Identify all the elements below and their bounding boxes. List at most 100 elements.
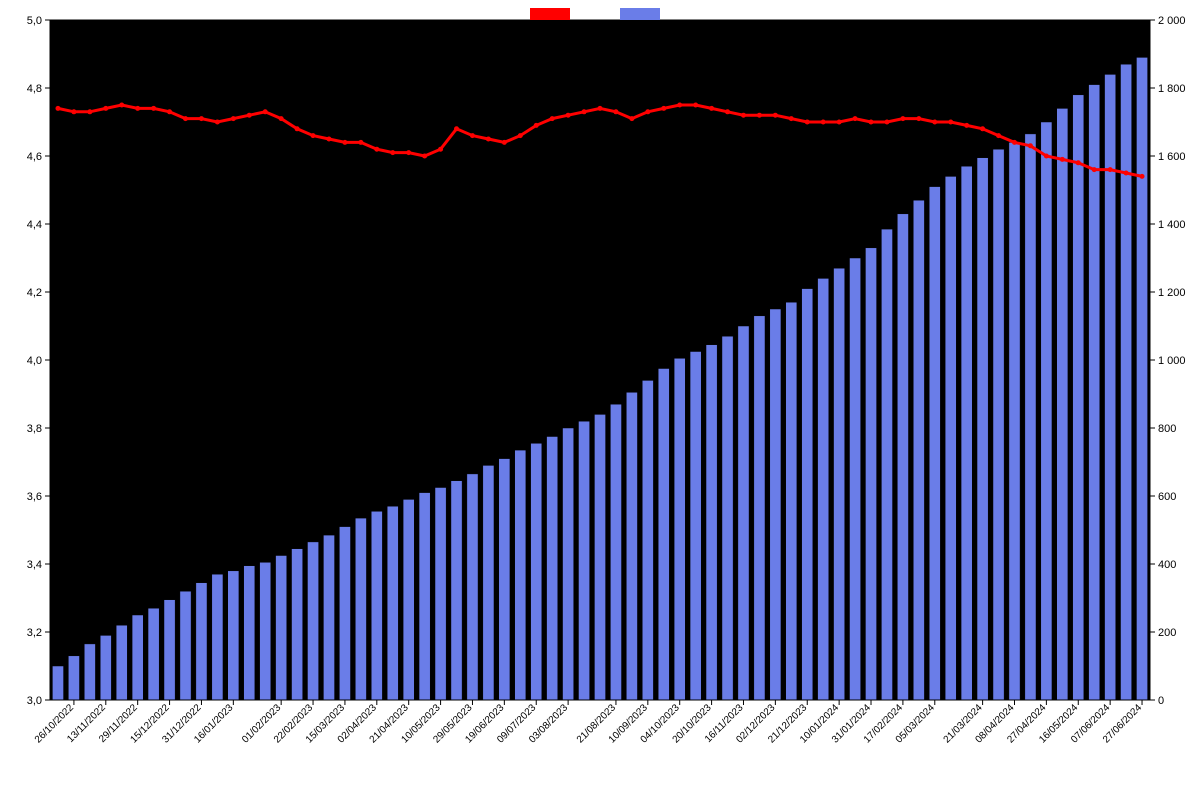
bar [276, 556, 287, 701]
line-marker [279, 116, 284, 121]
bar [148, 608, 159, 700]
bar [499, 459, 510, 700]
left-tick-label: 3,6 [27, 491, 42, 503]
line-marker [486, 137, 491, 142]
line-marker [629, 116, 634, 121]
line-marker [534, 123, 539, 128]
bar [292, 549, 303, 700]
bar [212, 574, 223, 700]
bar [84, 644, 95, 700]
right-tick-label: 800 [1158, 423, 1176, 435]
bar [818, 278, 829, 700]
right-tick-label: 400 [1158, 559, 1176, 571]
line-marker [247, 113, 252, 118]
left-tick-label: 4,8 [27, 83, 42, 95]
line-marker [518, 133, 523, 138]
left-tick-label: 3,8 [27, 423, 42, 435]
bar [419, 493, 430, 700]
line-marker [869, 120, 874, 125]
line-marker [709, 106, 714, 111]
bar [1089, 85, 1100, 700]
line-marker [566, 113, 571, 118]
right-tick-label: 0 [1158, 695, 1164, 707]
x-ticks-group: 26/10/202213/11/202229/11/202215/12/2022… [33, 700, 1145, 746]
bar [754, 316, 765, 700]
bar [945, 176, 956, 700]
bar [355, 518, 366, 700]
line-marker [613, 109, 618, 114]
bar [1025, 134, 1036, 700]
line-marker [199, 116, 204, 121]
bar [244, 566, 255, 700]
line-marker [948, 120, 953, 125]
line-marker [390, 150, 395, 155]
bar [1121, 64, 1132, 700]
bar [722, 336, 733, 700]
combo-chart: 3,03,23,43,63,84,04,24,44,64,85,00200400… [0, 0, 1200, 800]
line-marker [1124, 171, 1129, 176]
bar [849, 258, 860, 700]
line-marker [837, 120, 842, 125]
chart-container: 3,03,23,43,63,84,04,24,44,64,85,00200400… [0, 0, 1200, 800]
line-marker [263, 109, 268, 114]
line-marker [1140, 174, 1145, 179]
line-marker [1092, 167, 1097, 172]
bar [738, 326, 749, 700]
bar [100, 635, 111, 700]
line-marker [932, 120, 937, 125]
line-marker [1060, 157, 1065, 162]
line-marker [821, 120, 826, 125]
legend-swatch-line [530, 8, 570, 20]
line-marker [916, 116, 921, 121]
line-marker [964, 123, 969, 128]
bar [881, 229, 892, 700]
line-marker [805, 120, 810, 125]
bar [563, 428, 574, 700]
left-tick-label: 4,0 [27, 355, 42, 367]
bar [690, 352, 701, 701]
bar [642, 380, 653, 700]
bar [658, 369, 669, 701]
line-marker [295, 126, 300, 131]
bar [531, 443, 542, 700]
line-marker [661, 106, 666, 111]
bar [307, 542, 318, 700]
line-marker [693, 103, 698, 108]
bar [897, 214, 908, 700]
bar [483, 465, 494, 700]
line-marker [677, 103, 682, 108]
line-marker [980, 126, 985, 131]
line-marker [789, 116, 794, 121]
left-tick-label: 3,0 [27, 695, 42, 707]
bar [467, 474, 478, 700]
left-tick-label: 3,4 [27, 559, 42, 571]
bar [1041, 122, 1052, 700]
right-tick-label: 1 800 [1158, 83, 1186, 95]
left-tick-label: 4,6 [27, 151, 42, 163]
right-tick-label: 600 [1158, 491, 1176, 503]
bar [323, 535, 334, 700]
line-marker [1028, 143, 1033, 148]
right-tick-label: 1 400 [1158, 219, 1186, 231]
bar [52, 666, 63, 700]
left-tick-label: 4,2 [27, 287, 42, 299]
line-marker [470, 133, 475, 138]
bar [387, 506, 398, 700]
bar [260, 562, 271, 700]
bar [371, 511, 382, 700]
line-marker [358, 140, 363, 145]
bar [1073, 95, 1084, 700]
bar [435, 488, 446, 701]
line-marker [183, 116, 188, 121]
line-marker [422, 154, 427, 159]
bar [610, 404, 621, 700]
line-marker [55, 106, 60, 111]
bar [116, 625, 127, 700]
legend-swatch-bar [620, 8, 660, 20]
line-marker [71, 109, 76, 114]
line-marker [406, 150, 411, 155]
bar [834, 268, 845, 700]
bar [802, 289, 813, 700]
bar [196, 583, 207, 700]
line-marker [773, 113, 778, 118]
